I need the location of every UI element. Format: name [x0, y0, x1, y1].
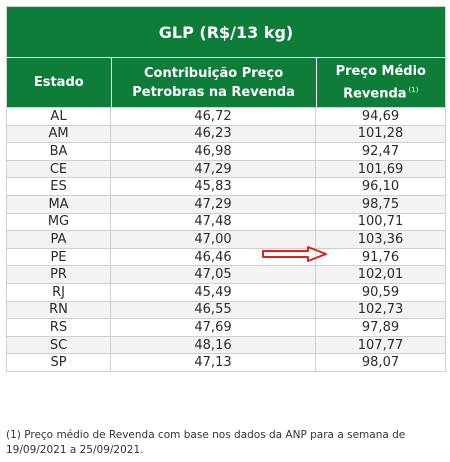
cell-preco-medio: 92,47	[361, 143, 400, 159]
footnote: (1) Preço médio de Revenda com base nos …	[6, 429, 406, 456]
cell-preco-medio: 102,01	[357, 267, 404, 283]
cell-contribuicao: 45,49	[111, 283, 316, 301]
table-row: RJ 45,49 90,59	[7, 282, 445, 301]
cell-preco-medio: 101,69	[357, 161, 404, 177]
table-body: AL 46,72 94,69 AM 46,23 101,28 BA 46,98 92,47 CE 4…	[7, 107, 445, 371]
cell-estado: RJ	[7, 283, 111, 301]
price-table: GLP (R$/13 kg) Estado Contribuição Preço…	[6, 6, 446, 372]
table-title: GLP (R$/13 kg)	[7, 7, 445, 58]
cell-estado: PA	[7, 231, 111, 248]
table-row: MG 47,48 100,71	[7, 212, 445, 231]
cell-preco-medio: 100,71	[357, 214, 404, 230]
cell-contribuicao: 46,55	[111, 301, 316, 319]
cell-contribuicao: 45,83	[111, 178, 316, 195]
table-row: RS 47,69 97,89	[7, 318, 445, 336]
cell-contribuicao: 47,00	[111, 231, 316, 248]
arrow-right-icon	[262, 246, 327, 262]
cell-preco-medio: 98,75	[361, 196, 400, 212]
footnote-marker: (1)	[408, 85, 419, 94]
cell-preco-medio: 90,59	[361, 284, 400, 300]
cell-contribuicao: 48,16	[111, 336, 316, 354]
cell-contribuicao: 47,29	[111, 160, 316, 178]
cell-contribuicao: 46,98	[111, 143, 316, 160]
header-estado: Estado	[7, 58, 112, 107]
cell-estado: AL	[7, 108, 111, 125]
cell-preco-medio: 101,28	[357, 126, 404, 142]
cell-preco-medio: 91,76	[361, 249, 400, 265]
cell-contribuicao: 47,13	[111, 354, 316, 371]
table-row: ES 45,83 96,10	[7, 177, 445, 195]
cell-preco-medio: 96,10	[361, 179, 400, 195]
cell-estado: CE	[7, 160, 111, 178]
cell-estado: SC	[7, 336, 111, 354]
table-row: PE 46,46 91,76	[7, 247, 445, 266]
cell-estado: PE	[7, 248, 111, 266]
cell-estado: RN	[7, 301, 111, 319]
table-row: AL 46,72 94,69	[7, 107, 445, 125]
table-row: SP 47,13 98,07	[7, 353, 445, 371]
table-row: PA 47,00 103,36	[7, 230, 445, 248]
cell-contribuicao: 47,69	[111, 319, 316, 336]
cell-estado: PR	[7, 266, 111, 283]
header-preco-medio-label: Preço Médio Revenda (1)	[335, 63, 426, 102]
table-row: CE 47,29 101,69	[7, 159, 445, 178]
table-row: MA 47,29 98,75	[7, 194, 445, 213]
table-row: SC 48,16 107,77	[7, 335, 445, 354]
cell-preco-medio: 103,36	[357, 231, 404, 247]
table-header-row: Estado Contribuição Preço Petrobras na R…	[7, 58, 445, 107]
cell-estado: MG	[7, 213, 111, 231]
cell-contribuicao: 47,29	[111, 195, 316, 213]
cell-estado: SP	[7, 354, 111, 371]
table-row: BA 46,98 92,47	[7, 142, 445, 160]
cell-estado: AM	[7, 125, 111, 143]
cell-contribuicao: 47,48	[111, 213, 316, 231]
header-preco-medio: Preço Médio Revenda (1)	[317, 58, 445, 107]
cell-estado: BA	[7, 143, 111, 160]
table-row: PR 47,05 102,01	[7, 265, 445, 283]
cell-contribuicao: 46,72	[111, 108, 316, 125]
cell-preco-medio: 97,89	[361, 319, 400, 335]
table-row: RN 46,55 102,73	[7, 300, 445, 319]
cell-estado: ES	[7, 178, 111, 195]
table-row: AM 46,23 101,28	[7, 124, 445, 143]
cell-preco-medio: 98,07	[361, 355, 400, 371]
cell-contribuicao: 47,05	[111, 266, 316, 283]
cell-preco-medio: 102,73	[357, 302, 404, 318]
cell-preco-medio: 94,69	[361, 108, 400, 124]
cell-estado: MA	[7, 195, 111, 213]
cell-preco-medio: 107,77	[357, 337, 404, 353]
cell-estado: RS	[7, 319, 111, 336]
header-contribuicao: Contribuição Preço Petrobras na Revenda	[112, 58, 317, 107]
cell-contribuicao: 46,23	[111, 125, 316, 143]
